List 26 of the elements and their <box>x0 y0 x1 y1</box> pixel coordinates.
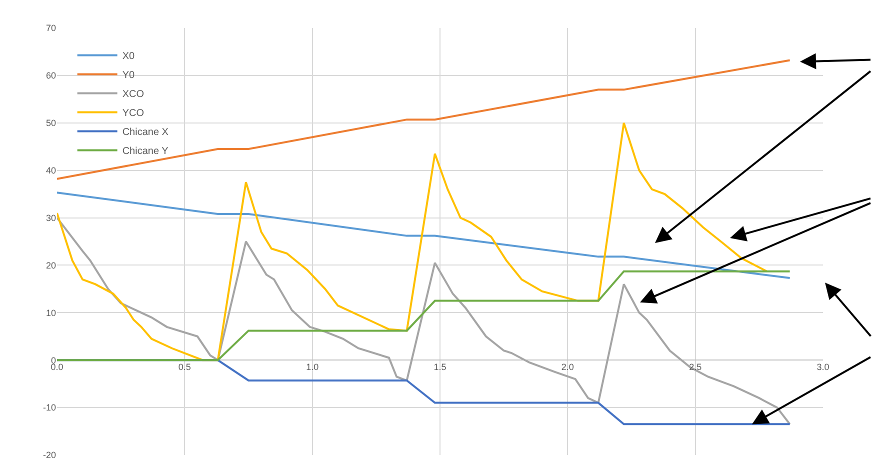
legend-label: Y0 <box>122 70 135 82</box>
x-tick-label: 2.0 <box>561 362 574 372</box>
y-tick-label: 40 <box>46 165 56 176</box>
x-tick-label: 2.5 <box>689 362 702 372</box>
x-tick-label: 0.5 <box>178 362 191 372</box>
line-series <box>57 59 791 180</box>
line-series <box>57 122 768 362</box>
x-tick-label: 1.0 <box>306 362 319 372</box>
legend-label: Chicane Y <box>122 146 169 158</box>
legend-label: XCO <box>122 89 144 100</box>
line-series <box>57 270 791 362</box>
y-tick-label: -20 <box>42 450 56 460</box>
y-tick-label: 70 <box>46 23 56 34</box>
y-tick-label: 30 <box>46 212 56 223</box>
x-tick-label: 3.0 <box>816 362 830 372</box>
y-tick-label: -10 <box>42 402 56 413</box>
legend-label: Chicane X <box>122 127 169 138</box>
line-series <box>57 192 791 280</box>
y-tick-label: 60 <box>46 70 56 81</box>
y-tick-label: 50 <box>46 118 56 128</box>
x-tick-label: 1.5 <box>434 362 446 372</box>
legend-label: YCO <box>122 108 144 120</box>
y-tick-label: 10 <box>46 308 56 318</box>
x-tick-label: 0.0 <box>50 362 64 372</box>
y-tick-label: 20 <box>46 260 56 270</box>
legend-label: X0 <box>122 51 135 62</box>
